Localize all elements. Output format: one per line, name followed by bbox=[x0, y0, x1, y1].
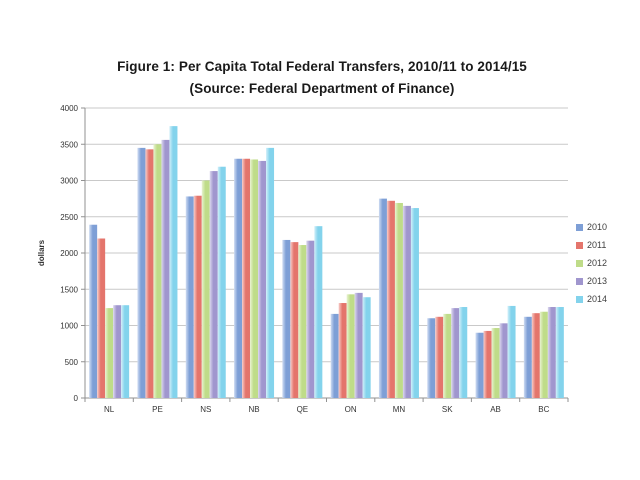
y-tick-label: 2000 bbox=[60, 249, 78, 258]
bar-MN-2013 bbox=[402, 205, 411, 398]
y-tick-label: 2500 bbox=[60, 213, 78, 222]
chart-title-line2: (Source: Federal Department of Finance) bbox=[189, 81, 455, 96]
chart-legend: 2010 2011 2012 2013 2014 bbox=[576, 221, 607, 305]
y-tick-label: 3000 bbox=[60, 177, 78, 186]
bar-NS-2012 bbox=[201, 180, 210, 398]
bar-BC-2010 bbox=[523, 316, 532, 398]
x-category-label: NL bbox=[104, 405, 115, 414]
legend-swatch-icon bbox=[576, 259, 583, 267]
bar-QE-2010 bbox=[282, 239, 291, 398]
x-category-label: NS bbox=[200, 405, 211, 414]
bar-ON-2012 bbox=[346, 294, 355, 398]
bar-NB-2012 bbox=[250, 159, 259, 398]
x-category-label: PE bbox=[152, 405, 163, 414]
bar-NS-2011 bbox=[193, 195, 202, 398]
legend-swatch-icon bbox=[576, 277, 583, 285]
legend-swatch-icon bbox=[576, 241, 583, 249]
bar-ON-2011 bbox=[338, 303, 347, 398]
bar-NL-2013 bbox=[113, 305, 122, 398]
bar-NS-2014 bbox=[217, 166, 226, 398]
bar-NB-2014 bbox=[266, 147, 275, 398]
bar-NL-2014 bbox=[121, 305, 130, 398]
bar-NL-2012 bbox=[105, 308, 114, 398]
bar-AB-2010 bbox=[475, 332, 484, 398]
bar-SK-2012 bbox=[443, 313, 452, 398]
bar-QE-2011 bbox=[290, 242, 299, 398]
y-tick-label: 1500 bbox=[60, 285, 78, 294]
bar-NL-2010 bbox=[89, 224, 98, 398]
bar-PE-2012 bbox=[153, 144, 162, 398]
bar-SK-2011 bbox=[435, 316, 444, 398]
bar-NB-2013 bbox=[258, 160, 267, 398]
x-category-label: SK bbox=[442, 405, 453, 414]
bar-PE-2013 bbox=[161, 139, 170, 398]
bar-MN-2014 bbox=[410, 208, 419, 398]
legend-label: 2010 bbox=[587, 222, 608, 232]
bar-AB-2013 bbox=[499, 323, 508, 398]
bar-ON-2010 bbox=[330, 313, 339, 398]
chart-title: Figure 1: Per Capita Total Federal Trans… bbox=[0, 56, 640, 100]
legend-item-2013: 2013 bbox=[576, 275, 607, 287]
bar-AB-2012 bbox=[491, 328, 500, 398]
bar-QE-2012 bbox=[298, 245, 307, 398]
bar-PE-2011 bbox=[145, 149, 154, 398]
legend-label: 2013 bbox=[587, 276, 608, 286]
x-category-label: AB bbox=[490, 405, 501, 414]
y-tick-label: 0 bbox=[74, 394, 79, 403]
bar-MN-2010 bbox=[378, 198, 387, 398]
bar-ON-2014 bbox=[362, 297, 371, 398]
bar-NS-2010 bbox=[185, 196, 194, 398]
bar-MN-2011 bbox=[386, 200, 395, 398]
legend-item-2011: 2011 bbox=[576, 239, 607, 251]
legend-label: 2014 bbox=[587, 294, 608, 304]
x-category-label: ON bbox=[345, 405, 357, 414]
chart-title-line1: Figure 1: Per Capita Total Federal Trans… bbox=[117, 59, 527, 74]
x-category-label: MN bbox=[393, 405, 406, 414]
y-tick-label: 1000 bbox=[60, 322, 78, 331]
y-axis-label: dollars bbox=[37, 239, 46, 266]
bar-NL-2011 bbox=[97, 238, 106, 398]
bar-NS-2013 bbox=[209, 171, 218, 398]
legend-item-2012: 2012 bbox=[576, 257, 607, 269]
legend-swatch-icon bbox=[576, 295, 583, 303]
bar-NB-2011 bbox=[242, 158, 251, 398]
bar-BC-2012 bbox=[539, 311, 548, 398]
bar-PE-2014 bbox=[169, 126, 178, 398]
y-tick-label: 500 bbox=[65, 358, 79, 367]
legend-item-2010: 2010 bbox=[576, 221, 607, 233]
legend-swatch-icon bbox=[576, 223, 583, 231]
y-tick-label: 3500 bbox=[60, 140, 78, 149]
bar-BC-2013 bbox=[547, 307, 556, 398]
x-category-label: QE bbox=[297, 405, 309, 414]
x-category-label: BC bbox=[538, 405, 549, 414]
x-category-label: NB bbox=[248, 405, 259, 414]
bar-ON-2013 bbox=[354, 292, 363, 398]
bar-SK-2014 bbox=[459, 307, 468, 398]
bar-MN-2012 bbox=[394, 202, 403, 398]
legend-label: 2011 bbox=[587, 240, 607, 250]
legend-label: 2012 bbox=[587, 258, 608, 268]
bar-SK-2010 bbox=[427, 318, 436, 398]
y-tick-label: 4000 bbox=[60, 104, 78, 113]
bar-QE-2013 bbox=[306, 240, 315, 398]
bar-BC-2014 bbox=[555, 307, 564, 398]
bar-AB-2011 bbox=[483, 330, 492, 398]
bar-NB-2010 bbox=[234, 158, 243, 398]
bar-SK-2013 bbox=[451, 308, 460, 398]
legend-item-2014: 2014 bbox=[576, 293, 607, 305]
bar-PE-2010 bbox=[137, 147, 146, 398]
bar-QE-2014 bbox=[314, 226, 323, 398]
bar-AB-2014 bbox=[507, 305, 516, 398]
bar-BC-2011 bbox=[531, 313, 540, 398]
